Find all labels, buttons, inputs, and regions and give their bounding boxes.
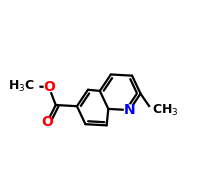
Circle shape bbox=[44, 82, 54, 92]
Text: O: O bbox=[43, 80, 55, 94]
Circle shape bbox=[124, 105, 135, 115]
Text: CH$_3$: CH$_3$ bbox=[152, 103, 179, 119]
Circle shape bbox=[148, 107, 157, 115]
Circle shape bbox=[30, 82, 39, 91]
Text: N: N bbox=[124, 103, 135, 117]
Circle shape bbox=[43, 117, 52, 127]
Text: O: O bbox=[41, 115, 53, 129]
Text: H$_3$C: H$_3$C bbox=[8, 79, 34, 94]
